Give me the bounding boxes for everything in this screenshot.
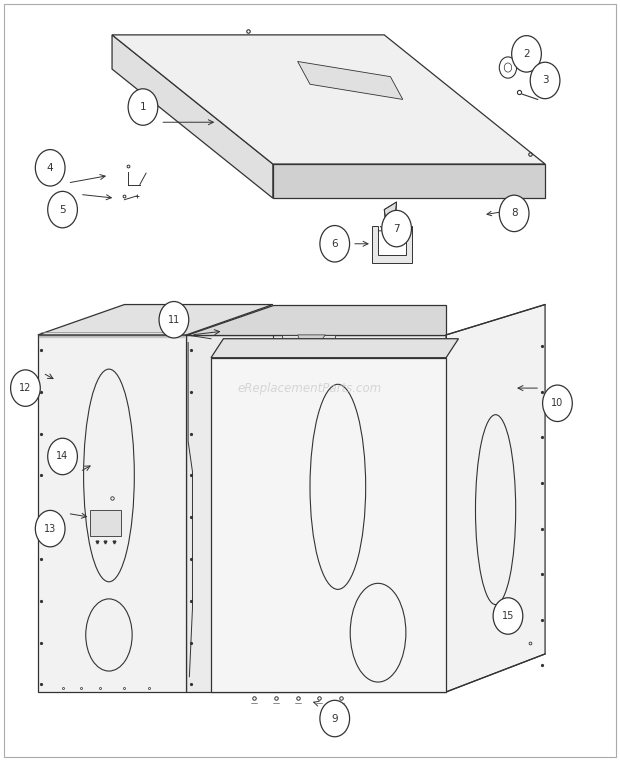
Text: 9: 9: [332, 714, 338, 724]
Polygon shape: [273, 164, 545, 198]
Circle shape: [35, 150, 65, 186]
Text: 5: 5: [60, 205, 66, 215]
Polygon shape: [298, 335, 326, 358]
Polygon shape: [186, 335, 446, 692]
Polygon shape: [282, 335, 335, 373]
Polygon shape: [211, 339, 458, 358]
Polygon shape: [211, 358, 446, 692]
Circle shape: [382, 210, 412, 247]
Polygon shape: [384, 202, 397, 226]
Circle shape: [128, 89, 158, 126]
Polygon shape: [91, 510, 122, 537]
Polygon shape: [446, 304, 545, 692]
Circle shape: [48, 191, 78, 228]
Text: 10: 10: [551, 398, 564, 409]
Circle shape: [159, 301, 188, 338]
Text: 6: 6: [332, 239, 338, 249]
Polygon shape: [186, 304, 446, 335]
Polygon shape: [298, 62, 403, 100]
Text: 8: 8: [511, 209, 518, 218]
Text: 11: 11: [168, 315, 180, 325]
Text: 3: 3: [542, 75, 548, 85]
Circle shape: [35, 511, 65, 547]
Polygon shape: [372, 226, 412, 263]
Text: eReplacementParts.com: eReplacementParts.com: [238, 381, 382, 395]
Text: 15: 15: [502, 611, 514, 621]
Text: 7: 7: [393, 224, 400, 234]
Text: 4: 4: [47, 163, 53, 173]
Polygon shape: [38, 304, 273, 335]
Circle shape: [11, 370, 40, 406]
Text: 1: 1: [140, 102, 146, 112]
Circle shape: [542, 385, 572, 422]
Circle shape: [48, 438, 78, 475]
Text: 2: 2: [523, 49, 530, 59]
Text: 13: 13: [44, 524, 56, 533]
Polygon shape: [112, 35, 545, 164]
Polygon shape: [38, 335, 186, 692]
Circle shape: [512, 36, 541, 72]
Circle shape: [320, 700, 350, 737]
Circle shape: [320, 225, 350, 262]
Polygon shape: [112, 35, 273, 198]
Text: 14: 14: [56, 451, 69, 461]
Circle shape: [530, 62, 560, 99]
Circle shape: [493, 597, 523, 634]
Circle shape: [499, 195, 529, 231]
Text: 12: 12: [19, 383, 32, 393]
